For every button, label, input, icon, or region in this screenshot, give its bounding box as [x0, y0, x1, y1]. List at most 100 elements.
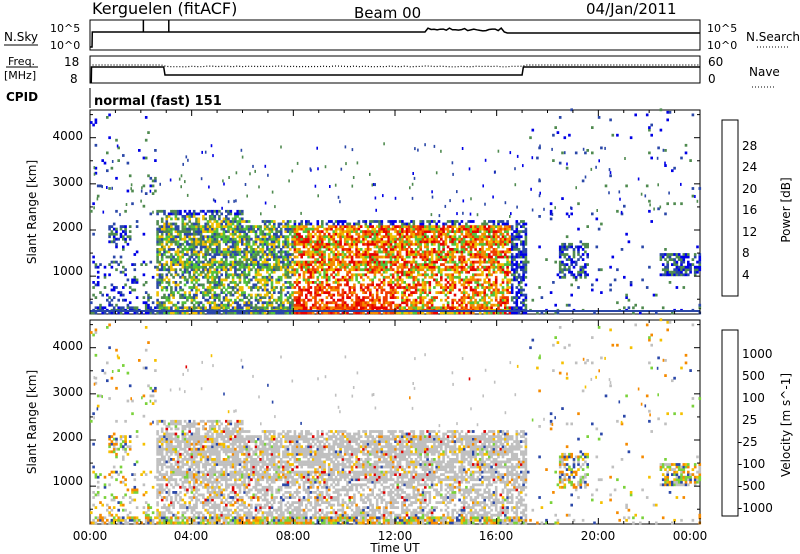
power-cell-3469: [435, 283, 438, 287]
power-cell-525: [176, 212, 180, 216]
power-cell-4653: [634, 303, 637, 307]
power-cell-4427: [524, 283, 528, 287]
power-cell-3672: [453, 232, 457, 236]
power-cell-1084: [222, 237, 226, 241]
power-cell-80: [110, 240, 114, 244]
power-speck-56: [431, 190, 433, 194]
power-speck-92: [539, 144, 541, 148]
power-cell-776: [197, 212, 201, 216]
power-cell-4342: [515, 242, 519, 246]
power-cell-4812: [698, 260, 702, 264]
power-cell-1328: [243, 296, 246, 299]
power-cell-3011: [394, 235, 397, 239]
power-cell-1213: [234, 283, 237, 287]
power-cell-197: [135, 311, 139, 315]
power-cell-1645: [270, 245, 274, 249]
power-cell-3140: [405, 240, 409, 244]
power-cell-4605: [591, 288, 594, 292]
power-cell-1649: [270, 235, 274, 239]
power-cell-2084: [309, 227, 313, 231]
power-cell-963: [213, 263, 217, 266]
power-cell-4735: [675, 273, 679, 277]
power-cell-2321: [332, 258, 336, 261]
power-cell-4016: [485, 248, 489, 251]
power-cell-2066: [309, 291, 313, 294]
power-cell-1151: [229, 311, 233, 315]
power-cell-1229: [234, 237, 237, 241]
power-cell-951: [213, 301, 217, 305]
power-cell-789: [199, 245, 203, 249]
power-cell-2356: [334, 225, 338, 228]
power-cell-3821: [469, 301, 473, 305]
power-cell-3323: [421, 263, 425, 266]
power-cell-4413: [522, 245, 525, 249]
power-speck-11: [111, 186, 113, 190]
power-cell-2069: [309, 275, 313, 279]
power-cell-3335: [421, 222, 425, 226]
power-cell-4337: [515, 260, 519, 264]
power-cell-1383: [247, 298, 251, 302]
power-cell-321: [160, 301, 164, 305]
power-speck-82: [300, 211, 302, 215]
power-cell-2785: [375, 306, 379, 310]
power-cell-2678: [364, 220, 368, 223]
power-cell-4727: [673, 268, 676, 272]
power-cell-4616: [597, 116, 601, 119]
power-cell-1376: [245, 225, 249, 228]
power-cell-1244: [236, 291, 239, 294]
power-cell-711: [192, 232, 196, 236]
power-cell-1902: [293, 225, 297, 228]
power-cell-4638: [623, 275, 626, 279]
power-cell-4063: [490, 263, 493, 266]
power-cell-2397: [339, 260, 342, 264]
power-cell-921: [211, 286, 214, 289]
power-speck-66: [140, 189, 143, 193]
power-cell-2076: [309, 253, 313, 256]
power-cell-1416: [250, 258, 253, 261]
power-cell-3679: [456, 306, 459, 310]
power-cell-1623: [268, 222, 271, 226]
power-cell-4537: [570, 273, 573, 277]
power-cell-2282: [327, 227, 331, 231]
power-cell-1942: [298, 281, 301, 284]
power-cell-1387: [247, 278, 251, 282]
power-cell-4459: [540, 311, 544, 315]
power-cell-4399: [522, 293, 525, 297]
power-cell-3388: [426, 220, 429, 223]
power-cell-58: [108, 311, 111, 315]
power-cell-2563: [355, 293, 358, 297]
power-speck-86: [494, 170, 496, 174]
power-cell-3774: [465, 306, 468, 310]
power-cell-170: [128, 306, 132, 310]
power-cell-3642: [451, 248, 454, 251]
power-cell-1000: [215, 242, 219, 246]
power-cell-1659: [273, 288, 276, 292]
power-cell-2099: [311, 250, 315, 254]
power-cell-3402: [428, 263, 432, 266]
power-cell-841: [204, 250, 207, 254]
power-cell-586: [183, 268, 187, 272]
power-cell-3090: [401, 232, 404, 236]
power-cell-3190: [410, 248, 413, 251]
power-cell-1915: [295, 278, 299, 282]
power-cell-2024: [305, 242, 308, 246]
power-cell-1838: [289, 275, 292, 279]
power-cell-4417: [522, 225, 525, 228]
power-cell-4054: [490, 306, 493, 310]
power-cell-2465: [346, 293, 349, 297]
power-cell-3916: [476, 250, 480, 254]
power-cell-3002: [394, 263, 397, 266]
power-cell-389: [165, 235, 169, 239]
power-cell-2420: [341, 275, 345, 279]
power-cell-1209: [234, 301, 237, 305]
power-cell-4492: [558, 116, 562, 119]
power-cell-1887: [293, 270, 297, 274]
power-cell-172: [128, 291, 132, 294]
power-cell-286: [156, 232, 159, 236]
power-cell-3851: [472, 301, 475, 305]
power-cell-775: [197, 217, 201, 221]
power-cell-87: [112, 306, 116, 310]
power-speck-150: [334, 183, 337, 187]
power-cell-3240: [414, 265, 418, 269]
power-cell-2869: [382, 278, 386, 282]
